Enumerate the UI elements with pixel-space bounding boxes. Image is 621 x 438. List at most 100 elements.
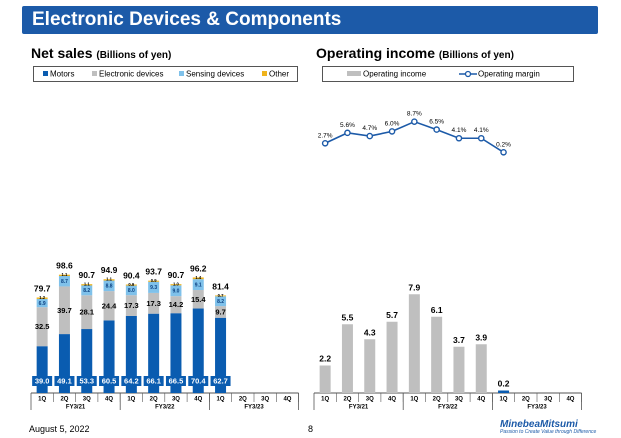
data-label-sensing-devices: 9.1 — [195, 282, 202, 288]
data-label-electronic-devices: 39.7 — [57, 306, 72, 315]
data-label-electronic-devices: 14.2 — [169, 300, 184, 309]
bar-segment-other — [103, 279, 115, 281]
operating-margin-point — [321, 139, 329, 147]
legend-label-operating-income: Operating income — [363, 69, 427, 79]
bar-segment-sensing-devices — [36, 298, 48, 308]
income-bar — [319, 365, 331, 393]
bar-segment-motors — [103, 320, 115, 393]
x-tick-label: 1Q — [410, 397, 418, 403]
data-label-operating-margin: 4.1% — [474, 127, 489, 134]
motors-label-box — [32, 376, 53, 386]
bar-segment-sensing-devices — [103, 280, 115, 292]
data-label-electronic-devices: 32.5 — [35, 322, 50, 331]
x-tick-label: 4Q — [566, 397, 574, 403]
data-label-motors: 62.7 — [213, 377, 228, 386]
x-tick-label: 1Q — [500, 397, 508, 403]
data-label-other: 0.7 — [218, 293, 224, 298]
footer-date: August 5, 2022 — [29, 424, 90, 434]
data-label-sensing-devices: 8.2 — [83, 288, 90, 294]
net-sales-legend: Motors Electronic devices Sensing device… — [33, 66, 298, 82]
operating-margin-point — [455, 134, 463, 142]
data-label-other: 1.1 — [62, 272, 68, 277]
motors-label-box — [143, 376, 164, 386]
x-tick-label: 2Q — [239, 397, 247, 403]
net-sales-chart: 1Q 2Q 3Q 4Q 1Q 2Q 3Q 4Q 1Q 2Q 3Q 4Q FY3/21 FY3/22 FY3/… — [30, 261, 300, 411]
bar-segment-other — [148, 280, 160, 282]
x-tick-label: 2Q — [150, 397, 158, 403]
data-label-operating-margin: 2.7% — [318, 132, 333, 139]
legend-swatch-operating-income — [347, 71, 361, 77]
bar-segment-electronic-devices — [192, 290, 204, 309]
bar-segment-sensing-devices — [125, 285, 137, 296]
data-label-other: 1.1 — [84, 282, 90, 287]
bar-segment-electronic-devices — [170, 296, 182, 314]
bar-segment-electronic-devices — [103, 291, 115, 321]
x-tick-label: 4Q — [194, 397, 202, 403]
income-bar — [431, 316, 443, 393]
bar-segment-sensing-devices — [58, 276, 70, 287]
data-label-other: 0.9 — [128, 282, 134, 287]
x-group-label: FY3/23 — [527, 405, 547, 411]
income-bar — [386, 321, 398, 393]
data-label-total: 94.9 — [101, 265, 118, 275]
data-label-other: 1.1 — [106, 277, 112, 282]
legend-item-motors: Motors — [43, 69, 74, 78]
legend-label-operating-margin: Operating margin — [478, 69, 540, 79]
company-logo: MinebeaMitsumi Passion to Create Value t… — [500, 419, 596, 437]
data-label-electronic-devices: 17.3 — [124, 301, 139, 310]
legend-item-other: Other — [262, 69, 289, 78]
bar-segment-sensing-devices — [215, 296, 227, 307]
bar-segment-other — [215, 295, 227, 297]
data-label-sensing-devices: 9.0 — [172, 289, 179, 295]
bar-segment-electronic-devices — [81, 295, 93, 330]
legend-item-operating-margin: Operating margin — [458, 69, 540, 78]
data-label-operating-income: 2.2 — [319, 354, 331, 364]
bar-segment-sensing-devices — [192, 279, 204, 291]
data-label-sensing-devices: 9.3 — [150, 285, 157, 291]
bar-segment-motors — [58, 334, 70, 393]
bar-segment-other — [192, 277, 204, 280]
data-label-sensing-devices: 8.2 — [217, 299, 224, 305]
data-label-operating-margin: 0.2% — [496, 141, 511, 148]
data-label-motors: 60.5 — [102, 377, 117, 386]
legend-label-other: Other — [269, 69, 290, 79]
data-label-operating-margin: 4.1% — [452, 127, 467, 134]
data-label-other: 1.2 — [39, 295, 45, 300]
x-group-label: FY3/21 — [66, 405, 86, 411]
operating-margin-point — [433, 126, 440, 133]
x-tick-label: 3Q — [455, 397, 463, 403]
bar-segment-other — [58, 274, 70, 276]
bar-segment-motors — [192, 308, 204, 393]
operating-income-title-text: Operating income — [316, 45, 436, 61]
data-label-total: 81.4 — [212, 281, 229, 291]
data-label-operating-margin: 8.7% — [407, 111, 422, 118]
x-group-label: FY3/23 — [244, 405, 264, 411]
motors-label-box — [165, 376, 186, 386]
motors-label-box — [54, 376, 75, 386]
bar-segment-sensing-devices — [170, 285, 182, 297]
income-bar — [341, 324, 353, 393]
operating-income-unit: (Billions of yen) — [438, 50, 514, 61]
data-label-operating-income: 6.1 — [431, 305, 443, 315]
data-label-operating-margin: 4.7% — [362, 125, 377, 132]
net-sales-unit: (Billions of yen) — [96, 50, 172, 61]
legend-swatch-sensing-devices — [179, 71, 184, 77]
bar-segment-other — [36, 297, 48, 299]
x-tick-label: 3Q — [83, 397, 91, 403]
data-label-operating-income: 3.9 — [475, 332, 487, 342]
data-label-total: 90.7 — [168, 270, 185, 280]
bar-segment-other — [125, 284, 137, 286]
legend-label-electronic-devices: Electronic devices — [99, 69, 164, 79]
data-label-sensing-devices: 8.0 — [128, 288, 135, 294]
bar-segment-motors — [36, 346, 48, 393]
data-label-operating-income: 4.3 — [364, 327, 376, 337]
x-tick-label: 1Q — [38, 397, 46, 403]
data-label-operating-income: 0.2 — [498, 379, 510, 389]
income-bar — [453, 346, 465, 393]
data-label-motors: 66.1 — [146, 377, 161, 386]
x-tick-label: 4Q — [105, 397, 113, 403]
x-tick-label: 2Q — [60, 397, 68, 403]
title-bar: Electronic Devices & Components — [22, 6, 598, 34]
operating-margin-point — [411, 118, 418, 125]
motors-label-box — [188, 376, 209, 386]
